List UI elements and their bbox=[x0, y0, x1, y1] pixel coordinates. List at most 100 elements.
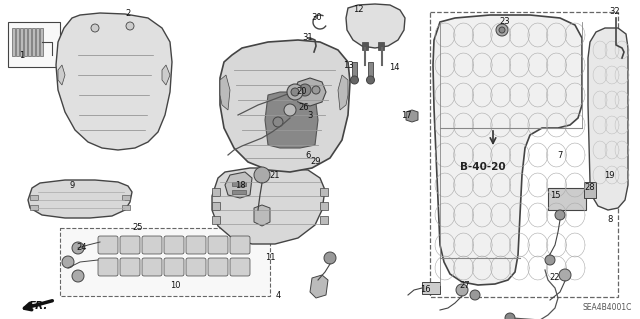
Circle shape bbox=[312, 86, 320, 94]
Text: 10: 10 bbox=[170, 280, 180, 290]
FancyBboxPatch shape bbox=[164, 258, 184, 276]
Text: 8: 8 bbox=[607, 216, 612, 225]
Polygon shape bbox=[265, 92, 318, 148]
Text: 31: 31 bbox=[303, 33, 314, 42]
Bar bbox=[320, 188, 328, 196]
Text: 4: 4 bbox=[275, 291, 280, 300]
Bar bbox=[24, 28, 27, 56]
Bar bbox=[8, 22, 60, 67]
FancyBboxPatch shape bbox=[208, 258, 228, 276]
Polygon shape bbox=[28, 180, 132, 218]
Text: 7: 7 bbox=[557, 151, 563, 160]
FancyBboxPatch shape bbox=[98, 236, 118, 254]
FancyBboxPatch shape bbox=[98, 258, 118, 276]
Bar bbox=[32, 28, 35, 56]
Text: 2: 2 bbox=[125, 10, 131, 19]
Text: 12: 12 bbox=[353, 5, 364, 14]
Circle shape bbox=[299, 84, 311, 96]
Text: 13: 13 bbox=[342, 61, 353, 70]
FancyBboxPatch shape bbox=[164, 236, 184, 254]
Text: 27: 27 bbox=[460, 280, 470, 290]
Circle shape bbox=[254, 167, 270, 183]
FancyBboxPatch shape bbox=[208, 236, 228, 254]
Text: 24: 24 bbox=[77, 243, 87, 253]
Bar bbox=[422, 282, 440, 294]
FancyBboxPatch shape bbox=[186, 236, 206, 254]
Bar bbox=[212, 216, 220, 224]
Text: 14: 14 bbox=[388, 63, 399, 72]
Circle shape bbox=[126, 22, 134, 30]
Text: 20: 20 bbox=[297, 87, 307, 97]
Bar bbox=[232, 190, 246, 194]
Circle shape bbox=[555, 210, 565, 220]
Bar bbox=[320, 202, 328, 210]
Text: B-40-20: B-40-20 bbox=[460, 162, 506, 172]
Text: 32: 32 bbox=[610, 8, 620, 17]
Polygon shape bbox=[56, 13, 172, 150]
Polygon shape bbox=[294, 78, 326, 106]
Text: 18: 18 bbox=[235, 181, 245, 189]
Circle shape bbox=[496, 24, 508, 36]
Bar bbox=[352, 62, 357, 80]
Bar bbox=[28, 28, 31, 56]
Text: 16: 16 bbox=[420, 286, 430, 294]
Bar bbox=[548, 188, 586, 210]
Bar bbox=[36, 28, 39, 56]
Polygon shape bbox=[225, 172, 252, 198]
Circle shape bbox=[351, 76, 358, 84]
Bar bbox=[60, 228, 270, 296]
Text: 6: 6 bbox=[305, 151, 310, 160]
Circle shape bbox=[367, 76, 374, 84]
Circle shape bbox=[91, 24, 99, 32]
Polygon shape bbox=[406, 110, 418, 122]
Bar bbox=[378, 42, 384, 50]
FancyBboxPatch shape bbox=[120, 258, 140, 276]
Text: 3: 3 bbox=[307, 110, 313, 120]
Circle shape bbox=[559, 269, 571, 281]
Polygon shape bbox=[162, 65, 170, 85]
Text: 25: 25 bbox=[132, 224, 143, 233]
Text: 22: 22 bbox=[550, 273, 560, 283]
Circle shape bbox=[291, 88, 299, 96]
Bar bbox=[368, 62, 373, 80]
Circle shape bbox=[284, 104, 296, 116]
Bar bbox=[584, 182, 596, 198]
Polygon shape bbox=[220, 75, 230, 110]
Bar bbox=[20, 28, 23, 56]
Circle shape bbox=[287, 84, 303, 100]
FancyBboxPatch shape bbox=[186, 258, 206, 276]
Text: FR.: FR. bbox=[28, 301, 48, 311]
Circle shape bbox=[470, 290, 480, 300]
Text: 29: 29 bbox=[311, 158, 321, 167]
Bar bbox=[30, 205, 38, 210]
Bar bbox=[122, 195, 130, 200]
Text: 15: 15 bbox=[550, 190, 560, 199]
Circle shape bbox=[505, 313, 515, 319]
Circle shape bbox=[273, 117, 283, 127]
Polygon shape bbox=[310, 275, 328, 298]
Bar bbox=[30, 195, 38, 200]
FancyBboxPatch shape bbox=[120, 236, 140, 254]
Polygon shape bbox=[212, 168, 325, 244]
Text: 9: 9 bbox=[69, 181, 75, 189]
Circle shape bbox=[62, 256, 74, 268]
Bar bbox=[212, 188, 220, 196]
Circle shape bbox=[72, 270, 84, 282]
Bar bbox=[40, 28, 43, 56]
Polygon shape bbox=[254, 205, 270, 226]
Text: 26: 26 bbox=[299, 103, 309, 113]
Bar bbox=[12, 28, 15, 56]
Bar bbox=[122, 205, 130, 210]
Bar bbox=[320, 216, 328, 224]
Circle shape bbox=[499, 27, 505, 33]
Polygon shape bbox=[346, 4, 405, 48]
Text: 19: 19 bbox=[604, 170, 614, 180]
Bar bbox=[232, 182, 246, 186]
Polygon shape bbox=[588, 28, 628, 210]
Circle shape bbox=[72, 242, 84, 254]
Circle shape bbox=[456, 284, 468, 296]
Bar bbox=[16, 28, 19, 56]
FancyBboxPatch shape bbox=[142, 236, 162, 254]
Polygon shape bbox=[220, 40, 350, 172]
Text: SEA4B4001C: SEA4B4001C bbox=[582, 303, 632, 312]
